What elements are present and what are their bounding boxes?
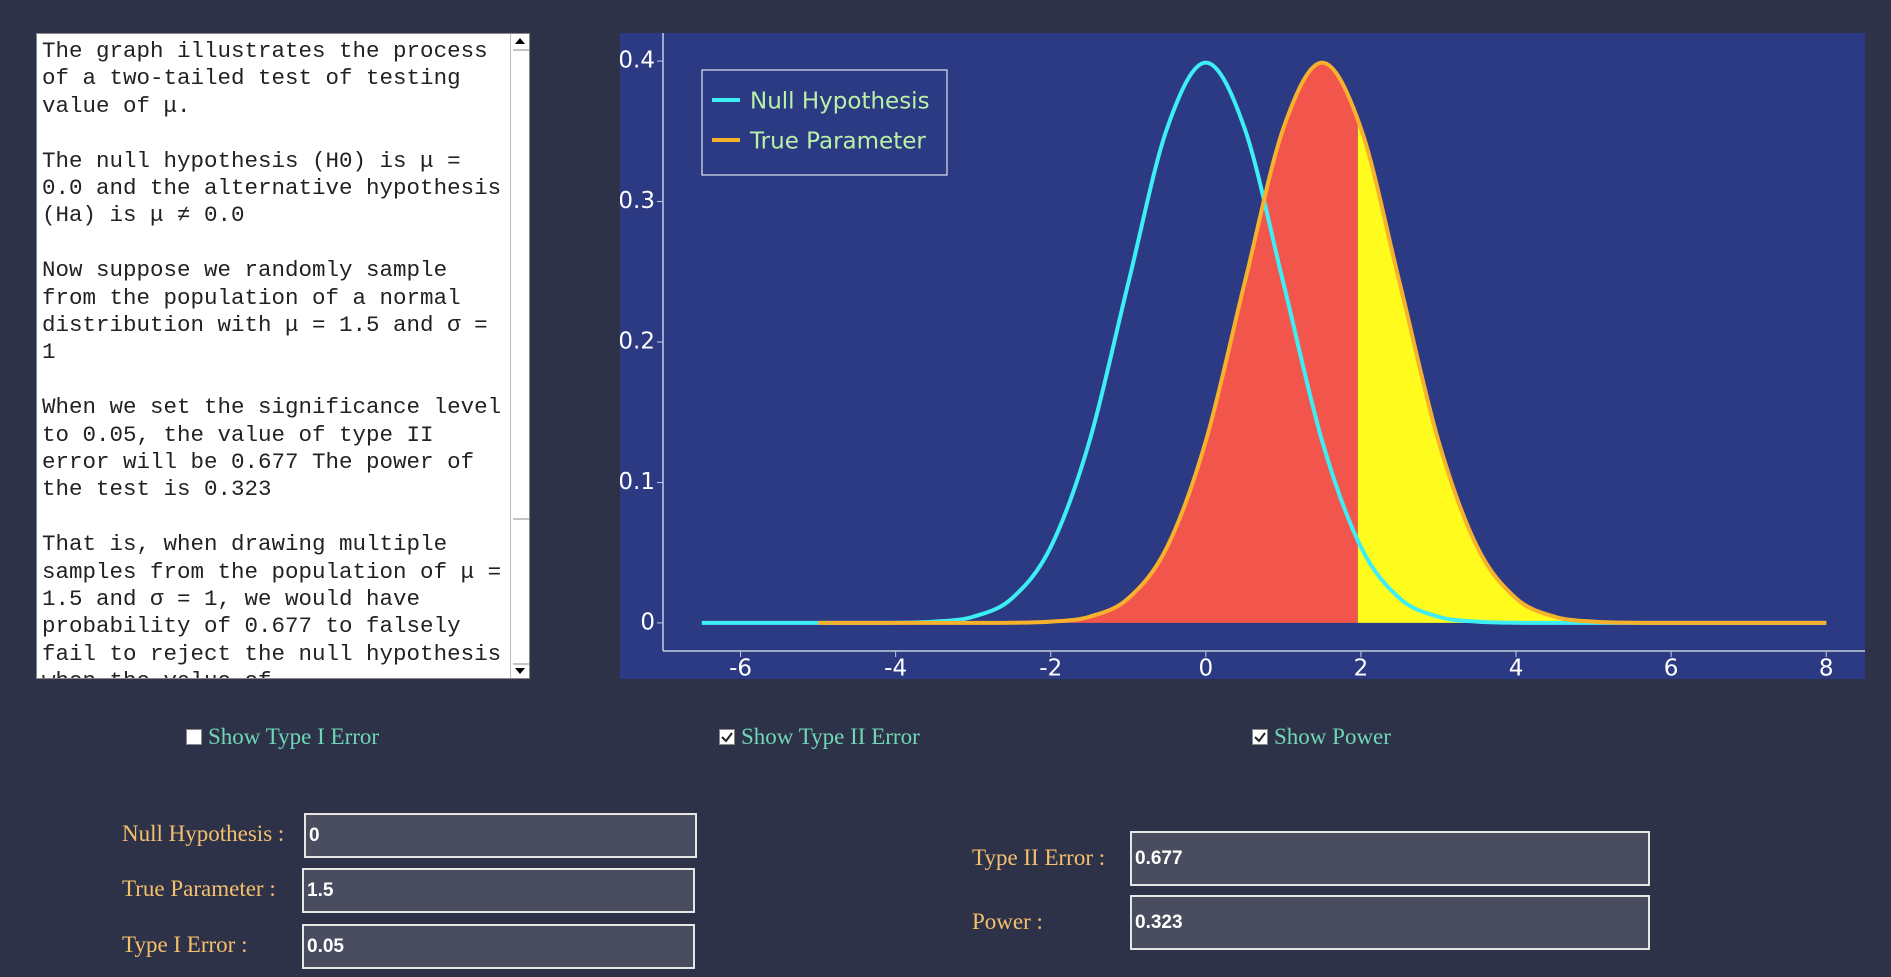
checkbox-label: Show Power: [1274, 724, 1391, 749]
input-field[interactable]: 0: [304, 813, 697, 858]
y-tick-label: 0.3: [620, 188, 655, 214]
chart: 0 0.1 0.2 0.3 0.4 -6 -4 -2 0 2 4 6 8 Null Hypothesis T…: [620, 33, 1865, 679]
checkmark: [721, 732, 733, 743]
input-field[interactable]: 0.05: [302, 924, 695, 969]
paragraph: The graph illustrates the process of a t…: [42, 38, 488, 119]
field-label: Null Hypothesis :: [122, 821, 285, 846]
field-label: Type I Error :: [122, 932, 248, 957]
legend-label: True Parameter: [749, 129, 926, 155]
paragraph: Now suppose we randomly sample from the …: [42, 257, 488, 366]
scrollbar[interactable]: [510, 34, 529, 678]
paragraph: The null hypothesis (H0) is μ = 0.0 and …: [42, 147, 502, 229]
checkbox[interactable]: Show Type II Error: [719, 722, 920, 752]
x-tick-label: -2: [1039, 656, 1062, 680]
x-tick-label: 6: [1664, 656, 1679, 680]
region: [1357, 119, 1827, 623]
x-tick-label: -4: [884, 656, 907, 680]
checkbox-square: [1252, 729, 1268, 745]
scroll-down[interactable]: [515, 668, 525, 674]
series-line: [818, 60, 1827, 625]
legend-label: Null Hypothesis: [750, 89, 930, 115]
scroll-up[interactable]: [515, 38, 525, 44]
checkbox-label: Show Type I Error: [208, 724, 380, 749]
legend-box: [701, 69, 948, 176]
checkbox[interactable]: Show Power: [1252, 722, 1391, 752]
result-label: Type II Error :: [972, 845, 1106, 870]
x-tick-label: 8: [1819, 656, 1834, 680]
checkbox[interactable]: Show Type I Error: [186, 722, 379, 752]
checkbox-box: [186, 729, 202, 745]
result-field: 0.323: [1130, 895, 1650, 950]
checkmark: [1254, 732, 1266, 743]
scrollbar-graphics: [513, 38, 529, 674]
field-label: True Parameter :: [122, 876, 276, 901]
x-tick-label: 0: [1199, 656, 1214, 680]
checkbox-square: [719, 729, 735, 745]
checkbox-label: Show Type II Error: [741, 724, 920, 749]
region: [818, 62, 1358, 623]
y-tick-label: 0.2: [620, 329, 655, 355]
paragraph: When we set the significance level to 0.…: [42, 394, 502, 503]
y-tick-label: 0: [640, 609, 655, 635]
x-tick-label: 2: [1354, 656, 1369, 680]
checkbox-box: [719, 729, 735, 745]
result-field: 0.677: [1130, 831, 1650, 886]
input-field[interactable]: 1.5: [302, 868, 695, 913]
checkbox-box: [1252, 729, 1268, 745]
description-box[interactable]: The graph illustrates the process of a t…: [36, 33, 530, 679]
y-tick-label: 0.1: [620, 469, 655, 495]
x-tick-label: -6: [729, 656, 752, 680]
result-label: Power :: [972, 909, 1043, 934]
y-tick-label: 0.4: [620, 48, 655, 74]
checkbox-square: [186, 729, 202, 745]
paragraph: That is, when drawing multiple samples f…: [42, 531, 502, 678]
x-tick-label: 4: [1509, 656, 1524, 680]
description-text: The graph illustrates the process of a t…: [42, 38, 512, 678]
